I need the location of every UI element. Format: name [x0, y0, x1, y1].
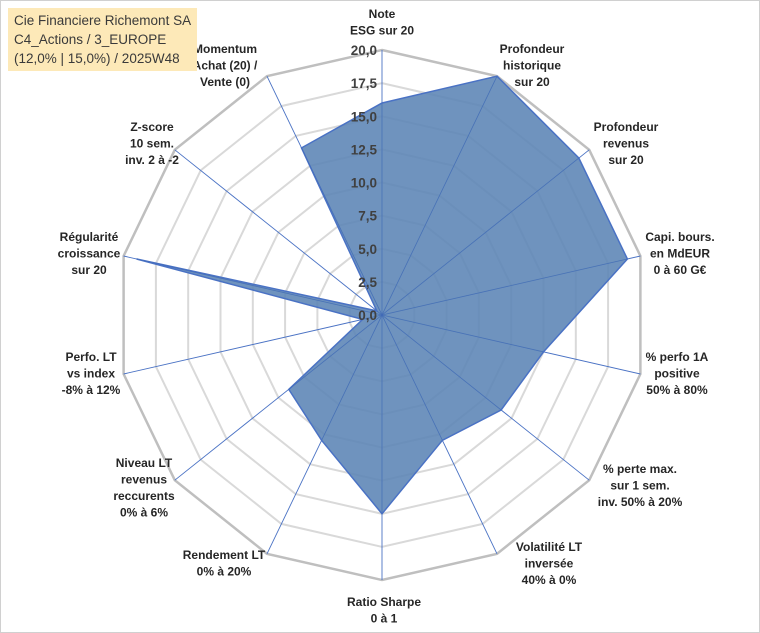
series-spoke — [381, 314, 443, 441]
axis-label-line: Profondeur — [594, 120, 659, 134]
tick-label: 5,0 — [358, 242, 377, 257]
axis-label: Z-score 10 sem. inv. 2 à -2 — [125, 120, 179, 167]
tick-label: 0,0 — [358, 308, 377, 323]
axis-label-line: 0 à 1 — [371, 612, 398, 626]
series-spoke — [381, 314, 502, 411]
chart-title-line: (12,0% | 15,0%) / 2025W48 — [14, 51, 180, 66]
radar-series — [136, 75, 629, 515]
series-spoke — [381, 157, 579, 316]
axis-label: % perfo 1A positive 50% à 80% — [646, 350, 709, 397]
axis-label-line: Z-score — [130, 120, 174, 134]
tick-label: 20,0 — [351, 43, 377, 58]
chart-title: Cie Financiere Richemont SA C4_Actions /… — [8, 8, 198, 71]
axis-label: Note ESG sur 20 — [350, 7, 414, 38]
axis-label: Capi. bours. en MdEUR 0 à 60 G€ — [645, 230, 714, 277]
tick-label: 12,5 — [351, 142, 378, 157]
axis-label: Profondeur revenus sur 20 — [594, 120, 659, 167]
tick-label: 10,0 — [351, 176, 377, 191]
axis-label: Volatilité LT inversée 40% à 0% — [516, 540, 583, 587]
chart-title-line: C4_Actions / 3_EUROPE — [14, 32, 167, 47]
axis-label: Profondeur historique sur 20 — [500, 42, 565, 89]
axis-label-line: vs index — [67, 367, 115, 381]
tick-label: 7,5 — [358, 209, 377, 224]
axis-label-line: Vente (0) — [200, 75, 250, 89]
series-spoke — [381, 258, 628, 316]
axis-label-line: ESG sur 20 — [350, 24, 414, 38]
tick-label: 2,5 — [358, 275, 377, 290]
series-spoke — [321, 314, 383, 441]
axis-label-line: historique — [503, 59, 561, 73]
radar-tick-labels: 0,0 2,5 5,0 7,5 10,0 12,5 15,0 17,5 20,0 — [351, 43, 378, 323]
axis-label-line: positive — [654, 367, 700, 381]
axis-label-line: 0 à 60 G€ — [654, 263, 707, 277]
axis-label-line: Rendement LT — [183, 548, 266, 562]
axis-label-line: en MdEUR — [650, 247, 710, 261]
axis-label-line: revenus — [121, 473, 167, 487]
axis-label: Rendement LT 0% à 20% — [183, 548, 266, 579]
axis-label: % perte max. sur 1 sem. inv. 50% à 20% — [598, 462, 683, 509]
axis-label: Niveau LT revenus reccurents 0% à 6% — [113, 456, 175, 520]
axis-label-line: croissance — [58, 247, 121, 261]
radar-axis-labels: Note ESG sur 20 Profondeur historique sur 20… — [58, 7, 715, 626]
axis-label-line: Perfo. LT — [65, 350, 117, 364]
series-spoke — [381, 76, 498, 316]
axis-label-line: 50% à 80% — [646, 383, 708, 397]
axis-label-line: revenus — [603, 137, 649, 151]
axis-label-line: sur 20 — [608, 153, 644, 167]
axis-label-line: Capi. bours. — [645, 230, 714, 244]
axis-label-line: 0% à 6% — [120, 506, 168, 520]
series-spoke — [376, 310, 383, 316]
axis-label-line: Volatilité LT — [516, 540, 583, 554]
axis-label-line: 40% à 0% — [522, 573, 577, 587]
axis-label-line: Régularité — [60, 230, 119, 244]
tick-label: 15,0 — [351, 109, 377, 124]
series-spoke — [136, 258, 383, 316]
axis-label: Régularité croissance sur 20 — [58, 230, 121, 277]
axis-label-line: -8% à 12% — [62, 383, 121, 397]
radar-spoke — [174, 149, 383, 316]
axis-label-line: 0% à 20% — [197, 565, 252, 579]
axis-label-line: Achat (20) / — [193, 59, 258, 73]
radar-spoke — [123, 314, 383, 375]
axis-label-line: sur 20 — [514, 75, 550, 89]
axis-label-line: inv. 2 à -2 — [125, 153, 179, 167]
axis-label-line: 10 sem. — [130, 137, 174, 151]
axis-label-line: sur 1 sem. — [610, 479, 669, 493]
axis-label-line: Niveau LT — [116, 456, 173, 470]
axis-label: Momentum Achat (20) / Vente (0) — [193, 42, 258, 89]
tick-label: 17,5 — [351, 76, 378, 91]
axis-label-line: % perfo 1A — [646, 350, 709, 364]
axis-label-line: sur 20 — [71, 263, 107, 277]
axis-label-line: Momentum — [193, 42, 257, 56]
series-spoke — [301, 147, 383, 316]
axis-label-line: inversée — [525, 557, 574, 571]
axis-label-line: reccurents — [113, 489, 175, 503]
series-spoke — [381, 314, 544, 353]
series-spoke — [362, 314, 383, 320]
chart-title-line: Cie Financiere Richemont SA — [14, 13, 192, 28]
axis-label-line: Profondeur — [500, 42, 565, 56]
axis-label-line: % perte max. — [603, 462, 677, 476]
axis-label-line: inv. 50% à 20% — [598, 495, 683, 509]
series-spoke — [288, 314, 383, 390]
axis-label: Perfo. LT vs index -8% à 12% — [62, 350, 121, 397]
axis-label-line: Note — [369, 7, 396, 21]
axis-label-line: Ratio Sharpe — [347, 595, 421, 609]
axis-label: Ratio Sharpe 0 à 1 — [347, 595, 421, 626]
